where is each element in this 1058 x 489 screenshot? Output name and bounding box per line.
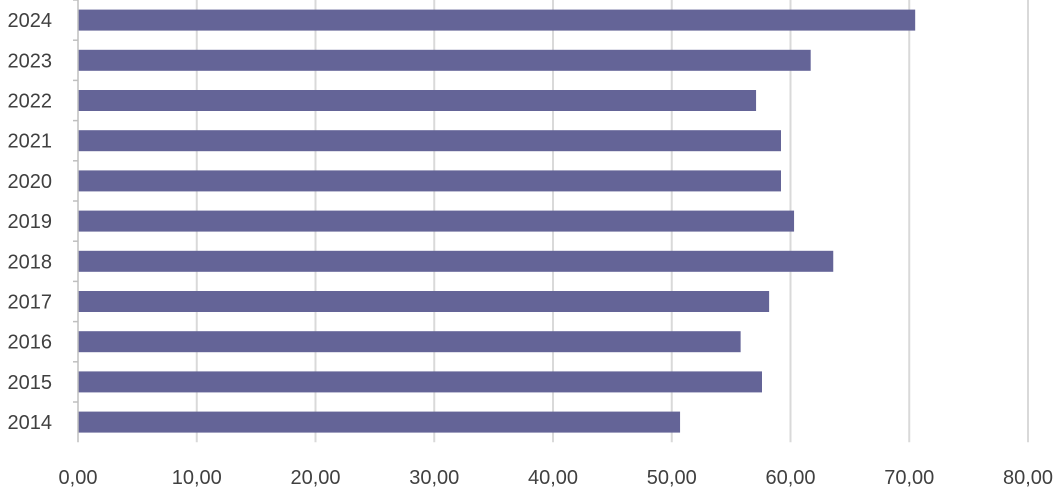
x-tick-label-10,00: 10,00	[172, 467, 222, 489]
x-tick-label-70,00: 70,00	[884, 467, 934, 489]
bar-2017	[78, 291, 770, 312]
y-tick-label-2014: 2014	[8, 412, 53, 434]
x-tick-label-80,00: 80,00	[1003, 467, 1053, 489]
y-tick-label-2015: 2015	[8, 372, 53, 394]
y-tick-label-2019: 2019	[8, 211, 53, 233]
x-tick-label-0,00: 0,00	[59, 467, 98, 489]
bar-2015	[78, 371, 762, 393]
bar-2024	[78, 9, 916, 31]
bar-2020	[78, 170, 781, 192]
x-tick-label-30,00: 30,00	[409, 467, 459, 489]
bar-2016	[78, 331, 741, 353]
y-tick-label-2024: 2024	[8, 10, 53, 32]
y-tick-label-2022: 2022	[8, 91, 53, 113]
bar-2018	[78, 250, 834, 272]
bar-2022	[78, 90, 757, 111]
x-tick-label-60,00: 60,00	[765, 467, 815, 489]
tick-labels: 2024 2023 2022 2021 2020 2019 2018 2017 2016 2015…	[8, 10, 1054, 489]
bar-2014	[78, 411, 681, 433]
y-tick-label-2021: 2021	[8, 131, 53, 153]
x-tick-label-40,00: 40,00	[528, 467, 578, 489]
axes	[73, 0, 79, 443]
y-tick-label-2020: 2020	[8, 171, 53, 193]
x-tick-label-50,00: 50,00	[647, 467, 697, 489]
bar-2023	[78, 49, 811, 71]
bar-2019	[78, 210, 795, 232]
y-tick-label-2023: 2023	[8, 50, 53, 72]
x-tick-label-20,00: 20,00	[290, 467, 340, 489]
bars	[78, 9, 916, 433]
bar-2021	[78, 130, 781, 152]
y-tick-label-2018: 2018	[8, 251, 53, 273]
y-tick-label-2017: 2017	[8, 292, 53, 314]
y-tick-label-2016: 2016	[8, 332, 53, 354]
